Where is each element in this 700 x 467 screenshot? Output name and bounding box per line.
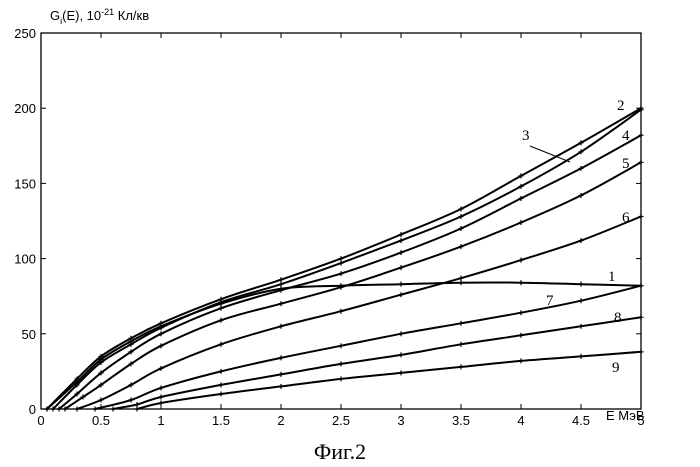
x-tick-label: 4	[517, 413, 524, 428]
curve-label-4: 4	[622, 128, 630, 144]
x-tick-label: 4.5	[572, 413, 590, 428]
labels: 1 2 3 4 5 6 7 8 9	[522, 98, 630, 376]
x-tick-label: 1	[157, 413, 164, 428]
x-tick-label: 0.5	[92, 413, 110, 428]
curve-label-5: 5	[622, 156, 630, 172]
y-tick-label: 150	[14, 176, 36, 191]
curve-label-8: 8	[614, 310, 622, 326]
curve-label-6: 6	[622, 210, 630, 226]
x-tick-label: 3.5	[452, 413, 470, 428]
curve-label-1: 1	[608, 269, 616, 285]
curve-label-9: 9	[612, 360, 620, 376]
series-line-9	[137, 352, 641, 409]
series-7	[93, 283, 644, 411]
series-2	[45, 106, 644, 412]
series-4	[57, 133, 644, 412]
series-6	[75, 214, 644, 412]
curve-label-7: 7	[546, 293, 554, 309]
series-line-6	[77, 217, 641, 410]
x-tick-label: 2	[277, 413, 284, 428]
curves	[45, 106, 644, 412]
x-tick-label: 0	[37, 413, 44, 428]
figure-caption: Фиг.2	[314, 439, 366, 464]
y-axis-label: Gi(E), 10-21 Кл/кв	[50, 7, 149, 26]
series-3	[51, 107, 644, 411]
y-tick-label: 50	[22, 327, 36, 342]
y-tick-label: 100	[14, 252, 36, 267]
curve-label-2: 2	[617, 98, 625, 114]
x-tick-label: 1.5	[212, 413, 230, 428]
y-tick-label: 200	[14, 101, 36, 116]
curve-label-3: 3	[522, 128, 530, 144]
series-8	[111, 315, 644, 412]
x-tick-label: 3	[397, 413, 404, 428]
y-tick-label: 250	[14, 26, 36, 41]
series-9	[135, 349, 644, 411]
x-tick-label: 2.5	[332, 413, 350, 428]
series-line-4	[59, 135, 641, 409]
x-axis-label: E МэВ	[606, 408, 645, 423]
y-tick-label: 0	[29, 402, 36, 417]
